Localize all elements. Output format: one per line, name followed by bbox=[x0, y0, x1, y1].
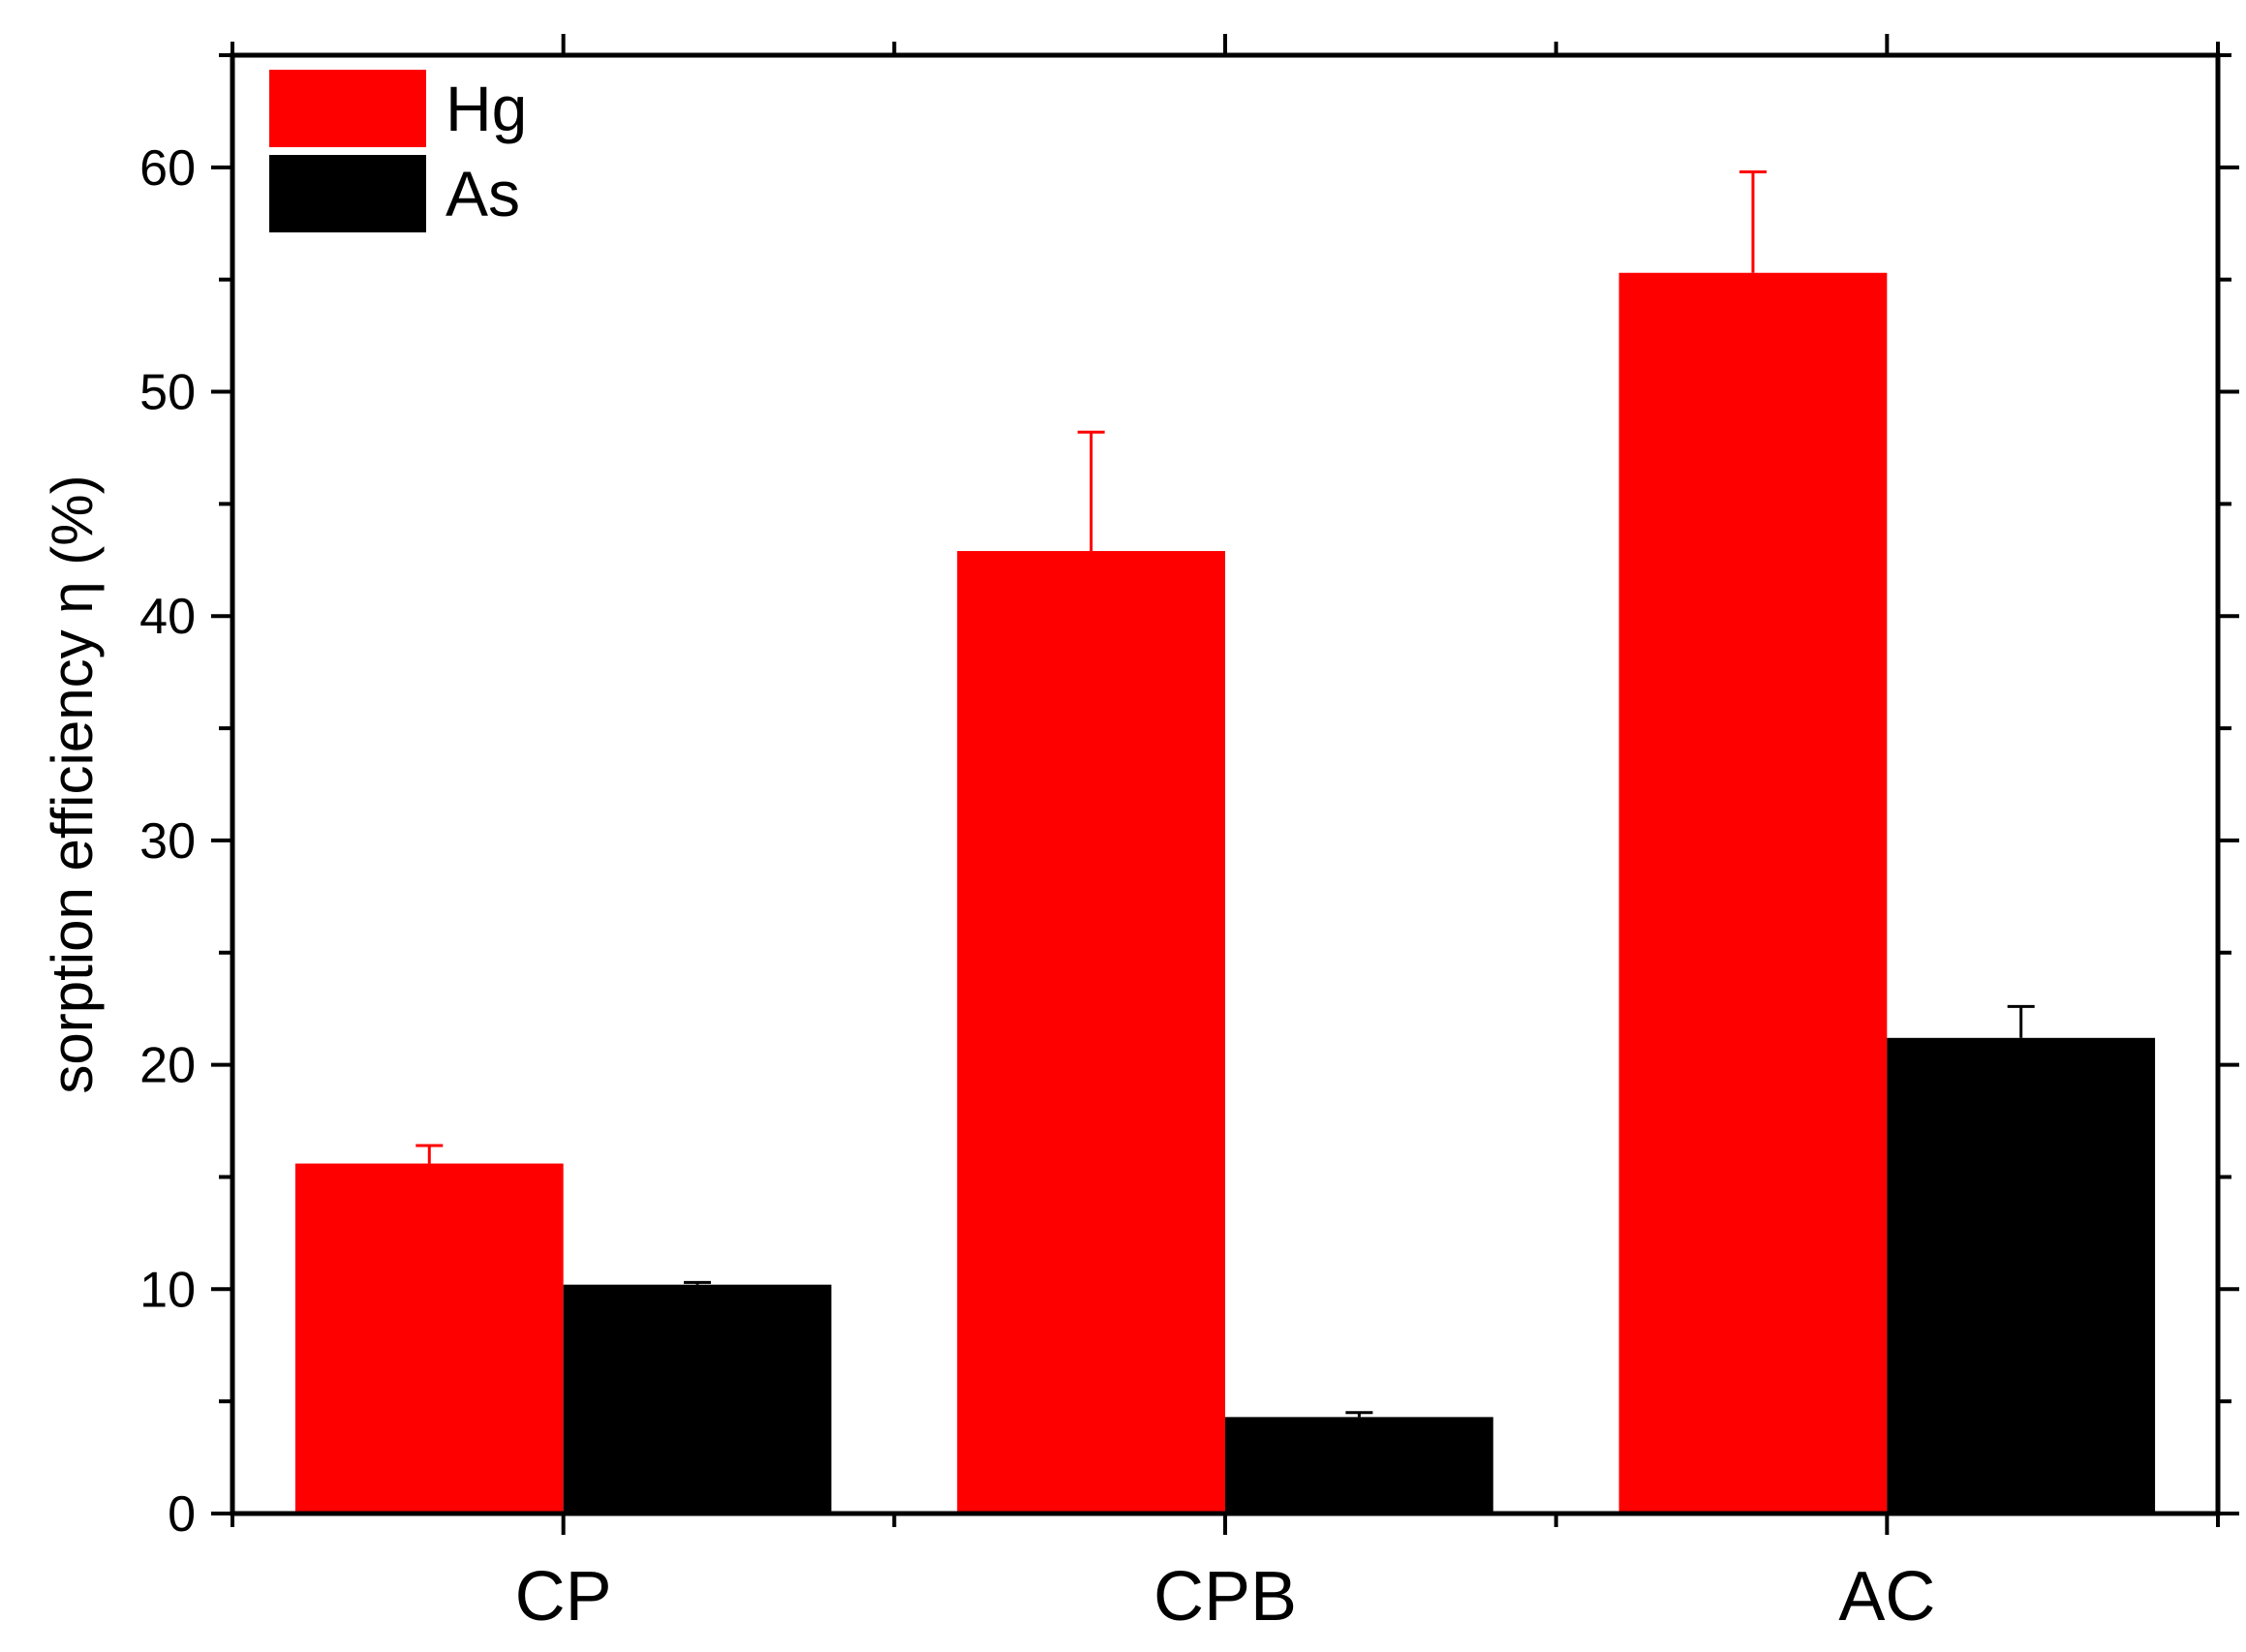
y-tick-label: 10 bbox=[139, 1262, 196, 1318]
x-tick-label-ac: AC bbox=[1838, 1558, 1935, 1636]
bar-as-cp bbox=[563, 1284, 832, 1514]
bar-hg-cpb bbox=[957, 551, 1225, 1514]
error-bars-layer bbox=[415, 169, 2035, 1418]
bar-as-cpb bbox=[1225, 1417, 1493, 1514]
y-tick-label: 50 bbox=[139, 365, 196, 421]
bar-hg-cp bbox=[294, 1163, 564, 1514]
bar-as-ac bbox=[1887, 1037, 2156, 1514]
x-tick-label-cpb: CPB bbox=[1154, 1558, 1297, 1636]
legend: Hg As bbox=[269, 70, 527, 232]
x-tick-labels: CP CPB AC bbox=[515, 1558, 1936, 1636]
ticks-layer bbox=[211, 34, 2239, 1535]
y-tick-label: 30 bbox=[139, 813, 196, 870]
legend-swatch-hg bbox=[269, 70, 426, 147]
bar-hg-ac bbox=[1618, 272, 1888, 1514]
y-tick-label: 0 bbox=[168, 1486, 196, 1543]
y-axis-title: sorption efficiency η (%) bbox=[40, 474, 105, 1093]
y-tick-label: 40 bbox=[139, 589, 196, 645]
y-tick-label: 20 bbox=[139, 1038, 196, 1094]
y-tick-labels: 0 10 20 30 40 50 60 bbox=[139, 140, 196, 1543]
bars-layer bbox=[294, 272, 2156, 1514]
legend-label-hg: Hg bbox=[446, 73, 527, 144]
y-tick-label: 60 bbox=[139, 140, 196, 197]
legend-label-as: As bbox=[446, 158, 520, 229]
x-tick-label-cp: CP bbox=[515, 1558, 612, 1636]
legend-swatch-as bbox=[269, 155, 426, 232]
